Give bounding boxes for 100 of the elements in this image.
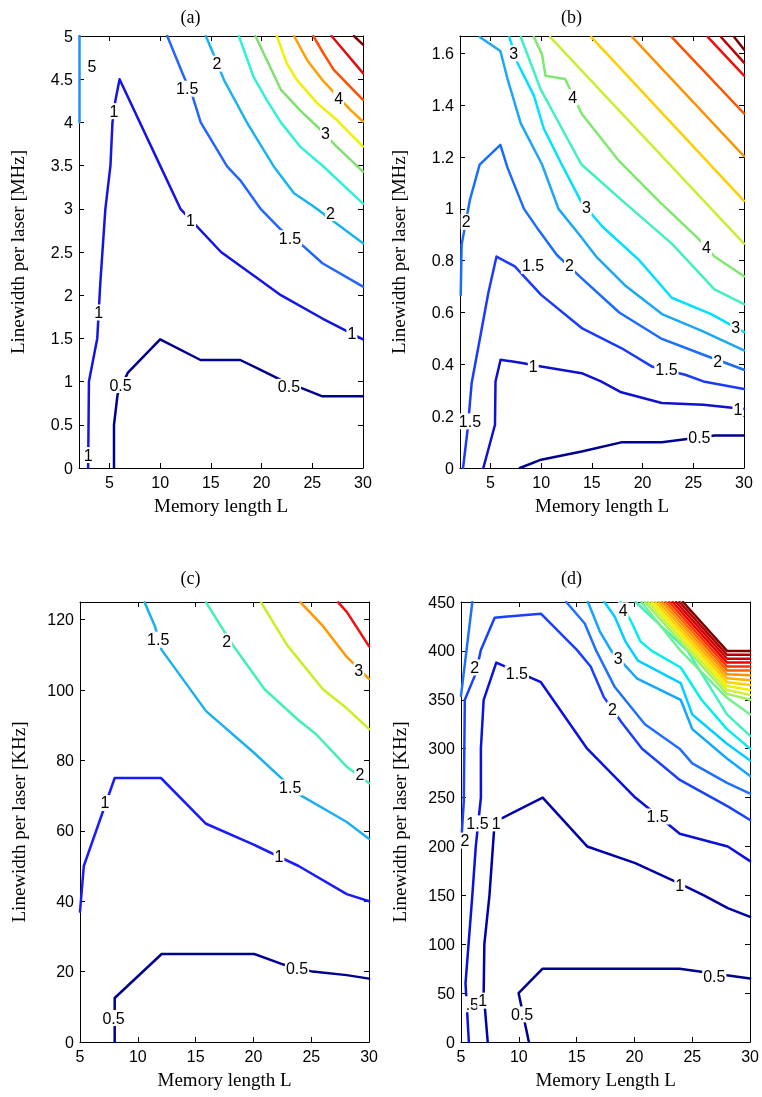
x-tick-label: 10 (532, 473, 551, 491)
annotation: 2 (608, 701, 618, 719)
y-tick-label: 300 (428, 740, 456, 758)
x-tick-label: 5 (485, 473, 495, 491)
x-tick-label: 15 (567, 1047, 586, 1065)
x-tick-label: 20 (633, 473, 652, 491)
annotation: 0.5 (102, 1009, 125, 1027)
y-tick-label: 1 (64, 373, 74, 391)
annotation: 2 (460, 832, 470, 850)
x-tick-label: 10 (151, 473, 170, 491)
x-tick-label: 30 (741, 1047, 760, 1065)
annotation: 1.5 (279, 779, 302, 796)
x-axis-title: Memory Length L (535, 1069, 676, 1090)
y-tick-label: 0.5 (50, 416, 74, 434)
y-axis-title: Linewidth per laser [KHz] (389, 721, 410, 923)
annotation: 3 (321, 125, 331, 143)
y-tick-label: 400 (428, 642, 456, 660)
x-tick-label: 10 (509, 1047, 528, 1065)
annotation: 2 (222, 632, 232, 650)
annotation: 1 (100, 794, 110, 812)
annotation: 5 (87, 57, 97, 75)
y-tick-label: 0.8 (431, 252, 455, 270)
annotation: 1 (83, 446, 93, 464)
x-tick-label: 20 (252, 473, 271, 491)
x-axis-title: Memory length L (153, 495, 289, 516)
annotation: 4 (702, 239, 712, 257)
y-tick-label: 2 (64, 286, 74, 304)
y-tick-label: 0 (65, 1033, 75, 1051)
y-tick-label: 0.6 (431, 304, 455, 322)
x-tick-label: 25 (303, 473, 322, 491)
y-tick-label: 0 (64, 459, 74, 477)
annotation: 2 (326, 204, 336, 222)
y-tick-label: 3.5 (50, 157, 74, 175)
x-tick-label: 25 (302, 1047, 321, 1065)
y-axis-title: Linewidth per laser [MHz] (7, 149, 28, 355)
annotation: 0.5 (688, 429, 711, 447)
y-tick-label: 0.4 (431, 355, 455, 373)
annotation: 1.5 (458, 412, 482, 430)
y-tick-label: 450 (428, 593, 456, 611)
annotation: .5 (465, 995, 480, 1013)
y-tick-label: 3 (64, 200, 74, 218)
annotation: 0.5 (285, 959, 309, 977)
y-tick-label: 4 (64, 113, 74, 131)
annotation: 0.5 (277, 378, 301, 396)
x-tick-label: 25 (683, 1047, 702, 1065)
x-tick-label: 30 (360, 1047, 379, 1065)
x-tick-label: 30 (735, 473, 753, 491)
annotation: 3 (581, 198, 591, 216)
annotation: 3 (731, 318, 741, 336)
x-tick-label: 15 (201, 473, 220, 491)
y-tick-label: 100 (47, 681, 75, 699)
y-tick-label: 1.2 (431, 148, 455, 166)
y-tick-label: 350 (428, 691, 456, 709)
annotation: 1 (528, 357, 538, 375)
y-tick-label: 2.5 (50, 243, 74, 261)
x-tick-label: 25 (684, 473, 703, 491)
annotation: 1.5 (278, 229, 302, 247)
annotation: 1.5 (655, 361, 678, 379)
y-tick-label: 4.5 (50, 70, 74, 88)
chart-title: (c) (180, 568, 201, 589)
chart-title: (d) (561, 568, 582, 589)
y-tick-label: 0 (446, 1033, 456, 1051)
x-axis-title: Memory length L (157, 1069, 292, 1090)
x-tick-label: 5 (104, 473, 114, 491)
chart-title: (a) (180, 7, 201, 28)
x-tick-label: 20 (244, 1047, 263, 1065)
y-tick-label: 120 (47, 611, 75, 629)
annotation: 0.5 (703, 968, 726, 986)
annotation: 2 (212, 55, 222, 73)
annotation: 1.5 (466, 814, 489, 832)
annotation: 0.5 (109, 376, 132, 394)
annotation: 4 (334, 89, 344, 107)
y-tick-label: 100 (428, 935, 456, 953)
annotation: 4 (618, 601, 628, 619)
annotation: 3 (509, 44, 519, 62)
annotation: 1.5 (646, 808, 669, 826)
annotation: 1 (94, 303, 104, 321)
y-tick-label: 1.4 (431, 96, 455, 114)
annotation: 3 (613, 650, 623, 668)
y-tick-label: 50 (437, 984, 456, 1002)
annotation: 0.5 (510, 1005, 534, 1023)
annotation: 1.5 (147, 631, 170, 649)
annotation: 1.5 (521, 257, 545, 275)
annotation: 1 (274, 847, 284, 865)
annotation: 2 (565, 257, 575, 275)
annotation: 2 (355, 765, 365, 783)
y-tick-label: 250 (428, 789, 456, 807)
x-axis-title: Memory length L (534, 495, 670, 516)
annotation: 2 (461, 213, 471, 231)
y-tick-label: 0 (445, 459, 455, 477)
annotation: 1 (733, 401, 743, 419)
x-tick-label: 15 (582, 473, 601, 491)
annotation: 1.5 (176, 80, 199, 98)
annotation: 1.5 (505, 665, 529, 683)
y-tick-label: 0.2 (431, 407, 455, 425)
y-tick-label: 200 (428, 837, 456, 855)
annotation: 1 (347, 324, 357, 342)
y-tick-label: 20 (56, 963, 75, 981)
annotation: 1 (478, 992, 488, 1010)
annotation: 3 (354, 662, 364, 680)
